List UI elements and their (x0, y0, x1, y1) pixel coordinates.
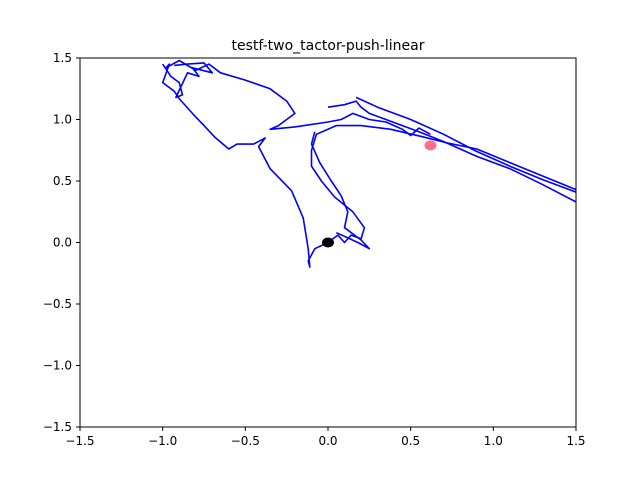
y-axis: −1.5 −1.0 −0.5 0.0 0.5 1.0 1.5 (43, 51, 80, 434)
position-marker-2 (424, 140, 437, 151)
x-axis: −1.5 −1.0 −0.5 0.0 0.5 1.0 1.5 (65, 427, 586, 448)
y-tick-label: −1.0 (43, 359, 72, 373)
y-tick-label: 1.5 (53, 51, 72, 65)
series-layer (161, 59, 576, 268)
marker-layer (322, 140, 437, 248)
x-tick-label: 0.0 (318, 434, 337, 448)
y-tick-label: 1.0 (53, 113, 72, 127)
y-tick-label: −0.5 (43, 297, 72, 311)
y-tick-label: −1.5 (43, 420, 72, 434)
trajectory-line-6 (162, 62, 214, 99)
trajectory-line-5 (310, 131, 371, 250)
x-tick-label: 1.0 (484, 434, 503, 448)
position-marker-1 (322, 237, 334, 248)
chart-title: testf-two_tactor-push-linear (232, 38, 425, 54)
x-tick-label: −1.5 (65, 434, 94, 448)
y-tick-label: 0.0 (53, 236, 72, 250)
x-tick-label: 1.5 (566, 434, 585, 448)
y-tick-label: 0.5 (53, 174, 72, 188)
x-tick-label: 0.5 (401, 434, 420, 448)
trajectory-line-4 (355, 96, 576, 193)
trajectory-line-3 (327, 100, 576, 203)
x-tick-label: −1.0 (148, 434, 177, 448)
x-tick-label: −0.5 (231, 434, 260, 448)
